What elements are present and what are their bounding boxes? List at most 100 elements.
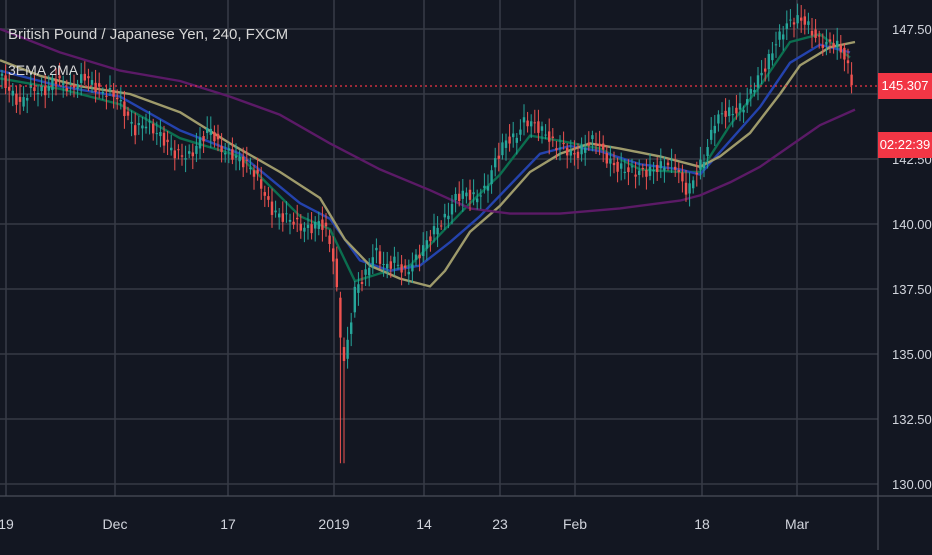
candle-body	[22, 97, 25, 107]
candle	[602, 135, 605, 163]
candle	[270, 188, 274, 228]
candle-body	[494, 158, 497, 168]
candle-body	[792, 22, 796, 25]
candle	[389, 255, 392, 278]
price-tick-label: 130.000	[892, 477, 932, 492]
candle-body	[648, 166, 652, 176]
candle-body	[198, 137, 202, 149]
candle	[51, 73, 54, 102]
candle	[11, 83, 14, 107]
candle	[447, 202, 450, 229]
candle	[141, 116, 144, 141]
candle	[76, 79, 79, 98]
candle-body	[735, 107, 738, 114]
candle-body	[684, 182, 688, 195]
candle-body	[476, 198, 479, 203]
candle-body	[195, 145, 198, 154]
candle-body	[447, 215, 450, 220]
candle-body	[825, 41, 828, 45]
candle-body	[731, 114, 734, 116]
candle	[706, 139, 709, 169]
candle	[738, 92, 742, 122]
candle-body	[746, 99, 749, 105]
moving-average-line	[0, 40, 856, 288]
candle-body	[836, 40, 839, 47]
candle-body	[321, 219, 324, 230]
candle	[292, 212, 295, 230]
candle	[674, 154, 677, 177]
candle	[278, 207, 281, 230]
candle	[234, 143, 238, 171]
candle-body	[555, 148, 558, 150]
candle-body	[404, 265, 407, 268]
time-tick-label: 2019	[318, 516, 349, 532]
candle-body	[512, 133, 515, 138]
candle-body	[670, 159, 673, 161]
candle	[616, 157, 619, 183]
candle-body	[674, 166, 677, 170]
candle-body	[346, 339, 349, 359]
candle-body	[188, 151, 191, 154]
candle-body	[191, 152, 194, 157]
candle-body	[418, 254, 421, 259]
candle-body	[234, 155, 238, 158]
candle-body	[429, 236, 432, 242]
candle-body	[425, 240, 428, 249]
candle	[695, 161, 698, 187]
candle	[796, 3, 799, 29]
candle	[378, 245, 382, 270]
candle-body	[411, 264, 414, 272]
candle	[461, 179, 464, 212]
candle-body	[530, 121, 533, 127]
candle	[26, 93, 29, 114]
candle	[828, 32, 832, 54]
candle-body	[123, 101, 126, 117]
candle-body	[789, 19, 792, 21]
candle-body	[51, 78, 54, 91]
candle	[648, 153, 652, 181]
candle	[288, 213, 292, 235]
candle	[335, 246, 338, 292]
candle-body	[310, 224, 313, 234]
candle-body	[450, 204, 454, 215]
candle-body	[710, 129, 713, 140]
candle-body	[393, 256, 396, 263]
candle-body	[843, 47, 846, 60]
candle	[137, 115, 140, 135]
candle-body	[432, 226, 436, 235]
candle-body	[569, 150, 572, 156]
candle-body	[360, 282, 364, 284]
price-tick-label: 132.500	[892, 412, 932, 427]
candle	[494, 147, 497, 177]
candle-body	[101, 91, 104, 94]
candle-body	[389, 261, 392, 269]
candle-body	[98, 83, 101, 87]
candle-body	[274, 210, 277, 213]
candle	[749, 76, 752, 107]
candle-body	[80, 74, 83, 83]
candle-body	[620, 163, 623, 169]
candle-body	[677, 170, 680, 172]
candle	[33, 74, 36, 101]
candle-body	[137, 123, 140, 126]
candle	[774, 31, 778, 58]
candle	[105, 84, 108, 110]
candle	[576, 143, 580, 170]
chart-title: British Pound / Japanese Yen, 240, FXCM	[8, 26, 289, 43]
candle-body	[652, 169, 655, 172]
grid-lines	[0, 0, 878, 496]
candle	[281, 201, 284, 232]
candle-body	[15, 93, 18, 105]
candle-body	[270, 201, 274, 215]
candle	[191, 143, 194, 170]
candle-body	[540, 126, 544, 131]
candle-body	[544, 134, 547, 136]
candle	[551, 128, 554, 147]
candle-body	[407, 271, 410, 275]
candle-body	[371, 257, 374, 267]
candle	[213, 125, 216, 148]
candle	[177, 144, 180, 160]
candle	[731, 105, 734, 128]
